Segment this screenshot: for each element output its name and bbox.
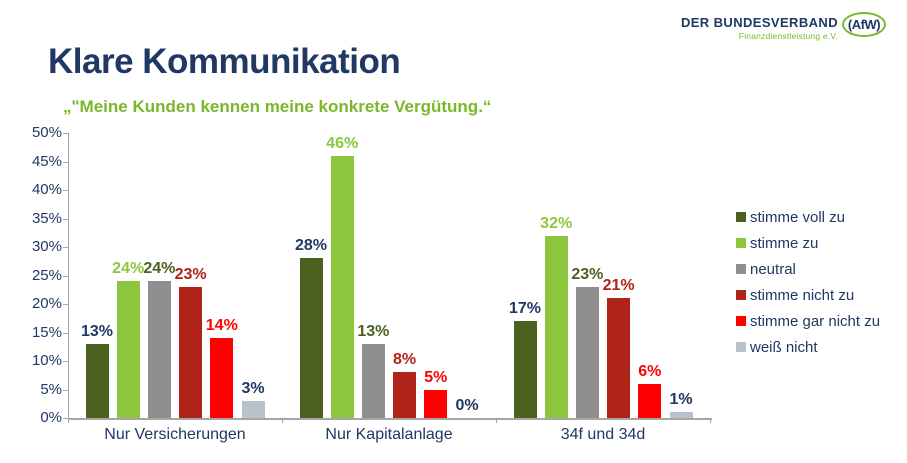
y-axis-tick-label: 5% xyxy=(40,380,62,398)
y-axis-tick-label: 15% xyxy=(31,323,62,341)
slide-title: Klare Kommunikation xyxy=(48,42,401,81)
x-axis-category-label: Nur Versicherungen xyxy=(104,426,246,443)
y-axis-tick-label: 20% xyxy=(31,295,62,312)
legend-item: weiß nicht xyxy=(736,338,880,356)
bar-value-label: 17% xyxy=(508,300,542,318)
bar-group: 28% 46% 13% 8% 5% 0% xyxy=(282,133,496,418)
afw-ellipse-icon: (AfW) xyxy=(842,12,886,37)
y-axis-line xyxy=(68,133,69,418)
legend-swatch xyxy=(736,264,746,274)
bar xyxy=(116,281,140,418)
bar xyxy=(575,286,599,418)
afw-logo-text: DER BUNDESVERBAND Finanzdienstleistung e… xyxy=(681,12,838,41)
y-axis-tick-label: 40% xyxy=(31,181,62,198)
legend-item: stimme gar nicht zu xyxy=(736,312,881,330)
bar-value-label: 24% xyxy=(143,260,176,278)
legend-label: weiß nicht xyxy=(750,338,818,356)
bar xyxy=(179,286,203,418)
y-axis-tick-mark xyxy=(63,218,68,220)
x-axis-boundary-tick xyxy=(282,418,283,423)
y-axis-tick-mark xyxy=(63,190,68,191)
legend-swatch xyxy=(736,212,746,222)
legend-swatch xyxy=(736,238,746,248)
bar-value-label: 24% xyxy=(112,260,145,278)
bar xyxy=(544,235,568,418)
bar-value-label: 13% xyxy=(357,322,390,340)
bar-value-label: 6% xyxy=(638,362,662,380)
bar-value-label: 1% xyxy=(669,391,693,409)
y-axis-tick-mark xyxy=(63,161,68,163)
bar-value-label: 46% xyxy=(326,134,359,152)
y-axis-tick-label: 50% xyxy=(31,124,62,141)
bar xyxy=(513,321,537,418)
y-axis-tick-mark xyxy=(63,389,68,391)
y-axis-tick-label: 30% xyxy=(31,238,62,255)
bar xyxy=(393,372,417,418)
y-axis-tick-label: 45% xyxy=(31,152,62,170)
bar-value-label: 5% xyxy=(424,368,448,386)
bar xyxy=(638,383,662,418)
x-axis-boundary-tick xyxy=(496,418,497,423)
x-axis-boundary-tick xyxy=(710,418,711,423)
bar-group: 13% 24% 24% 23% 14% 3% xyxy=(68,133,282,418)
logo-org-subline: Finanzdienstleistung e.V. xyxy=(738,31,838,41)
y-axis-tick-mark xyxy=(63,304,68,305)
legend-item: stimme nicht zu xyxy=(736,286,880,304)
y-axis-tick-mark xyxy=(63,418,68,419)
legend-swatch xyxy=(736,290,746,300)
bar-value-label: 32% xyxy=(540,214,573,232)
y-axis-tick-mark xyxy=(63,247,68,248)
x-axis-category-label: Nur Kapitalanlage xyxy=(325,426,453,443)
slide-subtitle: „"Meine Kunden kennen meine konkrete Ver… xyxy=(63,97,492,116)
y-axis-tick-label: 0% xyxy=(40,409,62,426)
bar-value-label: 3% xyxy=(241,379,265,397)
bar xyxy=(299,258,323,418)
x-axis-category-label: 34f und 34d xyxy=(560,426,646,443)
y-axis-tick-mark xyxy=(63,361,68,362)
legend-item: stimme voll zu xyxy=(736,208,880,226)
chart-legend: stimme voll zu stimme zu neutral stimme nic… xyxy=(736,209,880,365)
bar xyxy=(424,389,448,418)
afw-badge-label: (AfW) xyxy=(847,17,881,32)
y-axis-tick-mark xyxy=(63,275,68,277)
bar-value-label: 13% xyxy=(80,322,114,340)
x-axis-line xyxy=(68,418,712,420)
y-axis-tick-mark xyxy=(63,332,68,334)
bar xyxy=(361,343,385,418)
legend-swatch xyxy=(736,342,746,352)
x-axis-boundary-tick xyxy=(68,418,69,423)
y-axis-tick-label: 10% xyxy=(31,352,62,369)
bar xyxy=(241,400,265,418)
legend-item: neutral xyxy=(736,260,880,278)
bar xyxy=(330,155,354,418)
y-axis-tick-label: 35% xyxy=(31,209,62,227)
legend-label: stimme voll zu xyxy=(750,208,846,226)
legend-label: neutral xyxy=(750,260,796,278)
bar-value-label: 23% xyxy=(174,265,207,283)
bar-value-label: 21% xyxy=(602,277,635,295)
legend-item: stimme zu xyxy=(736,234,880,252)
bar-value-label: 28% xyxy=(294,237,328,255)
afw-logo: DER BUNDESVERBAND Finanzdienstleistung e… xyxy=(681,12,886,41)
legend-label: stimme zu xyxy=(750,234,819,252)
legend-swatch xyxy=(736,316,746,326)
y-axis-tick-mark xyxy=(63,133,68,134)
legend-label: stimme nicht zu xyxy=(750,286,855,304)
bar-value-label: 0% xyxy=(455,397,479,414)
bar-value-label: 8% xyxy=(393,351,417,369)
bar xyxy=(607,298,631,418)
bar xyxy=(210,338,234,418)
logo-org-name: DER BUNDESVERBAND xyxy=(680,15,838,30)
bar-group: 17% 32% 23% 21% 6% 1% xyxy=(496,133,710,418)
bar xyxy=(85,343,109,418)
bar xyxy=(669,412,693,418)
bar-value-label: 23% xyxy=(571,265,604,283)
legend-label: stimme gar nicht zu xyxy=(750,312,881,330)
bar xyxy=(147,281,171,418)
bar-value-label: 14% xyxy=(205,317,238,335)
y-axis-tick-label: 25% xyxy=(31,266,62,284)
